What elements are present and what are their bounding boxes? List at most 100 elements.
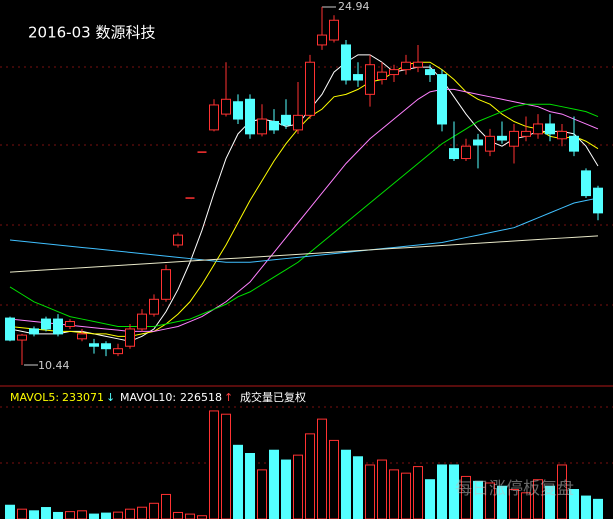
volume-note: 成交量已复权	[240, 390, 306, 404]
candle-body	[269, 121, 279, 131]
candle-body	[149, 298, 159, 315]
candle-body	[389, 69, 399, 76]
volume-bar	[545, 485, 555, 519]
candle-body	[257, 118, 267, 135]
candle-body	[5, 317, 15, 341]
candle-body	[65, 321, 75, 327]
candle-body	[113, 348, 123, 355]
down-arrow: ↓	[106, 391, 115, 404]
candle-body	[245, 98, 255, 135]
candle-body	[209, 104, 219, 131]
ma-line	[9, 54, 599, 342]
volume-bar	[269, 449, 279, 519]
volume-bar	[389, 469, 399, 519]
volume-bar	[161, 493, 171, 519]
volume-bar	[185, 513, 195, 519]
candle-body	[353, 74, 363, 81]
volume-bar	[17, 508, 27, 519]
candle-body	[437, 74, 447, 125]
candle-body	[569, 135, 579, 152]
volume-bar	[137, 506, 147, 519]
candle-body	[401, 61, 411, 71]
candle-body	[137, 313, 147, 330]
volume-bar	[41, 507, 51, 519]
volume-bar	[89, 513, 99, 519]
candle-body	[413, 61, 423, 68]
candle-body	[293, 114, 303, 131]
volume-bar	[521, 492, 531, 519]
candle-body	[545, 123, 555, 135]
volume-bar	[53, 511, 63, 519]
candle-body	[317, 34, 327, 46]
max-label: 24.94	[338, 0, 370, 13]
candle-body	[53, 318, 63, 335]
volume-bar	[257, 469, 267, 519]
candle-body	[161, 269, 171, 300]
marks	[5, 6, 603, 519]
candle-body	[89, 343, 99, 347]
candle-body	[17, 334, 27, 341]
mavol5-value: 233071	[62, 391, 104, 404]
watermark: 每日涨停板复盘	[455, 479, 574, 499]
candle-body	[509, 130, 519, 147]
ma-line	[9, 103, 599, 327]
volume-bar	[581, 495, 591, 519]
candle-body	[329, 19, 339, 41]
candle-body	[341, 44, 351, 81]
candle-body	[233, 101, 243, 120]
volume-bar	[221, 413, 231, 519]
candle-body	[485, 135, 495, 152]
candle-body	[77, 333, 87, 340]
volume-bar	[401, 472, 411, 519]
volume-bar	[353, 456, 363, 519]
volume-bar	[125, 508, 135, 519]
candle-body	[521, 130, 531, 137]
candle-body	[101, 343, 111, 350]
chart-title: 2016-03 数源科技	[28, 24, 155, 42]
candle-body	[365, 64, 375, 95]
volume-bar	[149, 502, 159, 519]
volume-bar	[365, 464, 375, 519]
candle-body	[305, 61, 315, 116]
candle-body	[449, 148, 459, 160]
volume-bar	[5, 504, 15, 519]
volume-bar	[113, 511, 123, 519]
candle-body	[425, 69, 435, 76]
mavol10-label: MAVOL10:	[120, 391, 176, 404]
candle-body	[533, 123, 543, 135]
volume-bar	[425, 479, 435, 519]
candle-body	[581, 170, 591, 197]
volume-bar	[281, 459, 291, 519]
ma-line	[9, 88, 599, 332]
candle-body	[173, 234, 183, 246]
volume-bar	[197, 515, 207, 519]
volume-bar	[317, 418, 327, 519]
volume-info: MAVOL5: 233071 ↓ MAVOL10: 226518 ↑ 成交量已复…	[10, 390, 306, 404]
up-arrow: ↑	[224, 391, 233, 404]
volume-bar	[173, 511, 183, 519]
volume-bar	[305, 433, 315, 519]
volume-bar	[233, 444, 243, 519]
volume-bar	[377, 459, 387, 519]
candle-body	[221, 98, 231, 115]
volume-bar	[329, 439, 339, 519]
candle-body	[473, 139, 483, 146]
volume-bar	[29, 510, 39, 519]
ma-line	[9, 61, 599, 337]
candle-body	[461, 145, 471, 160]
volume-bar	[461, 475, 471, 519]
volume-bar	[245, 453, 255, 519]
ma-line	[9, 235, 599, 273]
candle-body	[125, 328, 135, 347]
volume-bar	[413, 466, 423, 519]
volume-bar	[437, 464, 447, 519]
volume-bar	[101, 512, 111, 519]
candle-body	[593, 187, 603, 214]
candle-body	[497, 135, 507, 141]
mavol10-value: 226518	[180, 391, 222, 404]
mavol5-label: MAVOL5:	[10, 391, 59, 404]
volume-bar	[497, 485, 507, 519]
volume-bar	[593, 498, 603, 519]
candle-body	[557, 130, 567, 140]
